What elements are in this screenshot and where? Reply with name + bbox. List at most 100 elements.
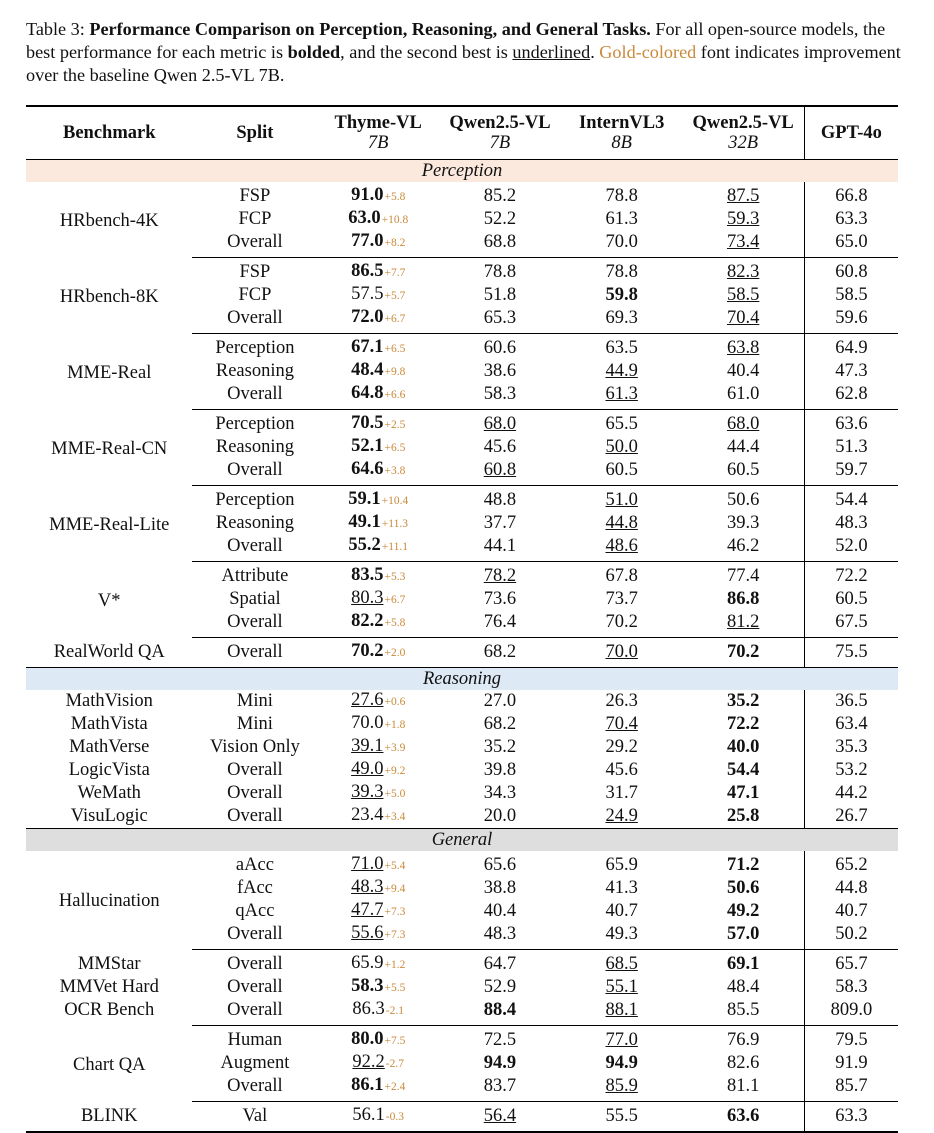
cell-value: 57.0 — [726, 924, 760, 944]
table-cell: 44.1 — [439, 535, 561, 562]
cell-value: 78.2 — [483, 566, 517, 586]
table-cell: 55.2+11.1 — [317, 535, 439, 562]
table-cell: 68.0 — [439, 409, 561, 436]
split-name: Overall — [227, 232, 283, 252]
benchmark-name: RealWorld QA — [53, 641, 165, 662]
split-name: Overall — [227, 536, 283, 556]
table-cell: 45.6 — [439, 436, 561, 459]
header-name: Qwen2.5-VL — [449, 113, 551, 133]
table-row: Chart QA Human 80.0+7.5 72.5 77.0 76.9 79.5 — [26, 1025, 898, 1075]
table-cell: 40.7 — [803, 900, 898, 923]
cell-value: 20.0 — [483, 806, 517, 826]
cell-value: 81.1 — [726, 1076, 760, 1096]
table-cell: 78.8 — [439, 257, 561, 284]
table-cell: 72.0+6.7 — [317, 307, 439, 334]
cell-delta: +6.7 — [384, 313, 406, 325]
cell-value: 70.2 — [726, 642, 760, 662]
cell-value: 60.5 — [835, 589, 868, 609]
table-cell: 68.8 — [439, 231, 561, 258]
table-row: Hallucination aAcc 71.0+5.4 65.6 65.9 71.2 65.… — [26, 851, 898, 911]
benchmark-name: MME-Real-Lite — [49, 514, 170, 535]
cell-delta: +10.8 — [381, 214, 409, 226]
cell-value: 48.8 — [483, 490, 517, 510]
cell-value: 60.5 — [726, 460, 760, 480]
cell-value: 63.5 — [605, 338, 638, 358]
table-row: MathVerse Vision Only 39.1+3.9 35.2 29.2 40.0… — [26, 736, 898, 759]
table-cell: 70.0+1.8 — [317, 713, 439, 736]
table-cell: 46.2 — [683, 535, 805, 562]
table-cell: 72.2 — [803, 561, 898, 588]
cell-value: 44.2 — [835, 783, 868, 803]
cell-value: 51.8 — [483, 285, 517, 305]
table-cell: 48.8 — [439, 485, 561, 512]
cell-value: 76.9 — [726, 1030, 760, 1050]
table-cell: 60.6 — [439, 333, 561, 360]
table-cell: 70.2 — [682, 637, 805, 668]
table-cell: 60.5 — [803, 588, 898, 611]
cell-value: 55.5 — [605, 1106, 638, 1126]
table-cell: 50.6 — [683, 877, 805, 900]
cell-value: 44.4 — [726, 437, 760, 457]
table-cell: 57.5+5.7 — [317, 284, 439, 307]
cell-value: 73.4 — [726, 232, 760, 252]
table-cell: 52.0 — [803, 535, 898, 562]
split-name: FCP — [238, 285, 272, 305]
table-cell: 45.6 — [561, 759, 683, 782]
cell-delta: +2.5 — [384, 419, 406, 431]
table-cell: 83.7 — [439, 1075, 561, 1102]
benchmark-name: MathVerse — [69, 737, 150, 757]
split-name: Perception — [192, 485, 318, 512]
table-cell: 44.8 — [561, 512, 683, 535]
cell-delta: -0.3 — [385, 1111, 404, 1123]
table-cell: 76.4 — [439, 611, 561, 638]
split-name: Reasoning — [215, 361, 294, 381]
header-name: Benchmark — [62, 123, 156, 143]
split-name: FSP — [192, 257, 318, 284]
header-2: Thyme-VL 7B — [317, 106, 439, 160]
cell-value: 61.0 — [726, 384, 760, 404]
table-cell: 50.0 — [561, 436, 683, 459]
cell-value: 59.7 — [835, 460, 868, 480]
table-row: MME-Real-Lite Perception 59.1+10.4 48.8 51.0… — [26, 485, 898, 535]
cell-value: 25.8 — [726, 806, 760, 826]
table-cell: 20.0 — [439, 805, 561, 829]
table-row: Overall 64.8+6.6 58.3 61.3 61.0 62.8 — [26, 383, 898, 410]
split-name: Vision Only — [209, 737, 300, 757]
split-name: Overall — [227, 1076, 283, 1096]
table-cell: 70.2+2.0 — [317, 637, 440, 668]
table-cell: 44.2 — [803, 782, 898, 805]
split-name: Val — [192, 1101, 318, 1133]
cell-value: 72.0 — [351, 307, 384, 327]
table-cell: 92.2-2.7 — [317, 1052, 439, 1075]
benchmark-name: Hallucination — [58, 891, 160, 912]
cell-value: 58.3 — [351, 976, 384, 996]
cell-value: 65.9 — [351, 953, 384, 973]
table-cell: 40.4 — [683, 360, 805, 383]
caption-title: Performance Comparison on Perception, Re… — [89, 19, 651, 39]
cell-value: 72.2 — [835, 566, 868, 586]
table-row: MME-Real-CN Perception 70.5+2.5 68.0 65.5 68.… — [26, 409, 898, 459]
cell-value: 86.3 — [352, 999, 385, 1019]
benchmark-name: OCR Bench — [64, 1000, 155, 1021]
table-cell: 91.9 — [803, 1052, 898, 1075]
cell-value: 52.2 — [483, 209, 517, 229]
table-cell: 78.8 — [560, 257, 683, 284]
table-cell: 49.1+11.3 — [317, 512, 439, 535]
table-cell: 24.9 — [561, 805, 683, 829]
cell-value: 72.2 — [726, 714, 760, 734]
caption-text-1: For all open-source models, the best per… — [26, 19, 886, 62]
cell-delta: +6.6 — [384, 389, 406, 401]
cell-value: 50.6 — [726, 490, 760, 510]
cell-value: 31.7 — [605, 783, 638, 803]
cell-value: 39.1 — [351, 736, 384, 756]
cell-value: 70.0 — [605, 232, 638, 252]
cell-value: 65.0 — [835, 232, 868, 252]
cell-value: 59.6 — [835, 308, 868, 328]
cell-value: 88.1 — [605, 1000, 638, 1020]
cell-value: 41.3 — [605, 878, 638, 898]
cell-value: 64.8 — [351, 383, 384, 403]
table-cell: 63.6 — [682, 1101, 805, 1133]
cell-value: 63.3 — [835, 209, 868, 229]
table-cell: 85.9 — [561, 1075, 683, 1102]
cell-delta: +2.0 — [384, 647, 406, 659]
